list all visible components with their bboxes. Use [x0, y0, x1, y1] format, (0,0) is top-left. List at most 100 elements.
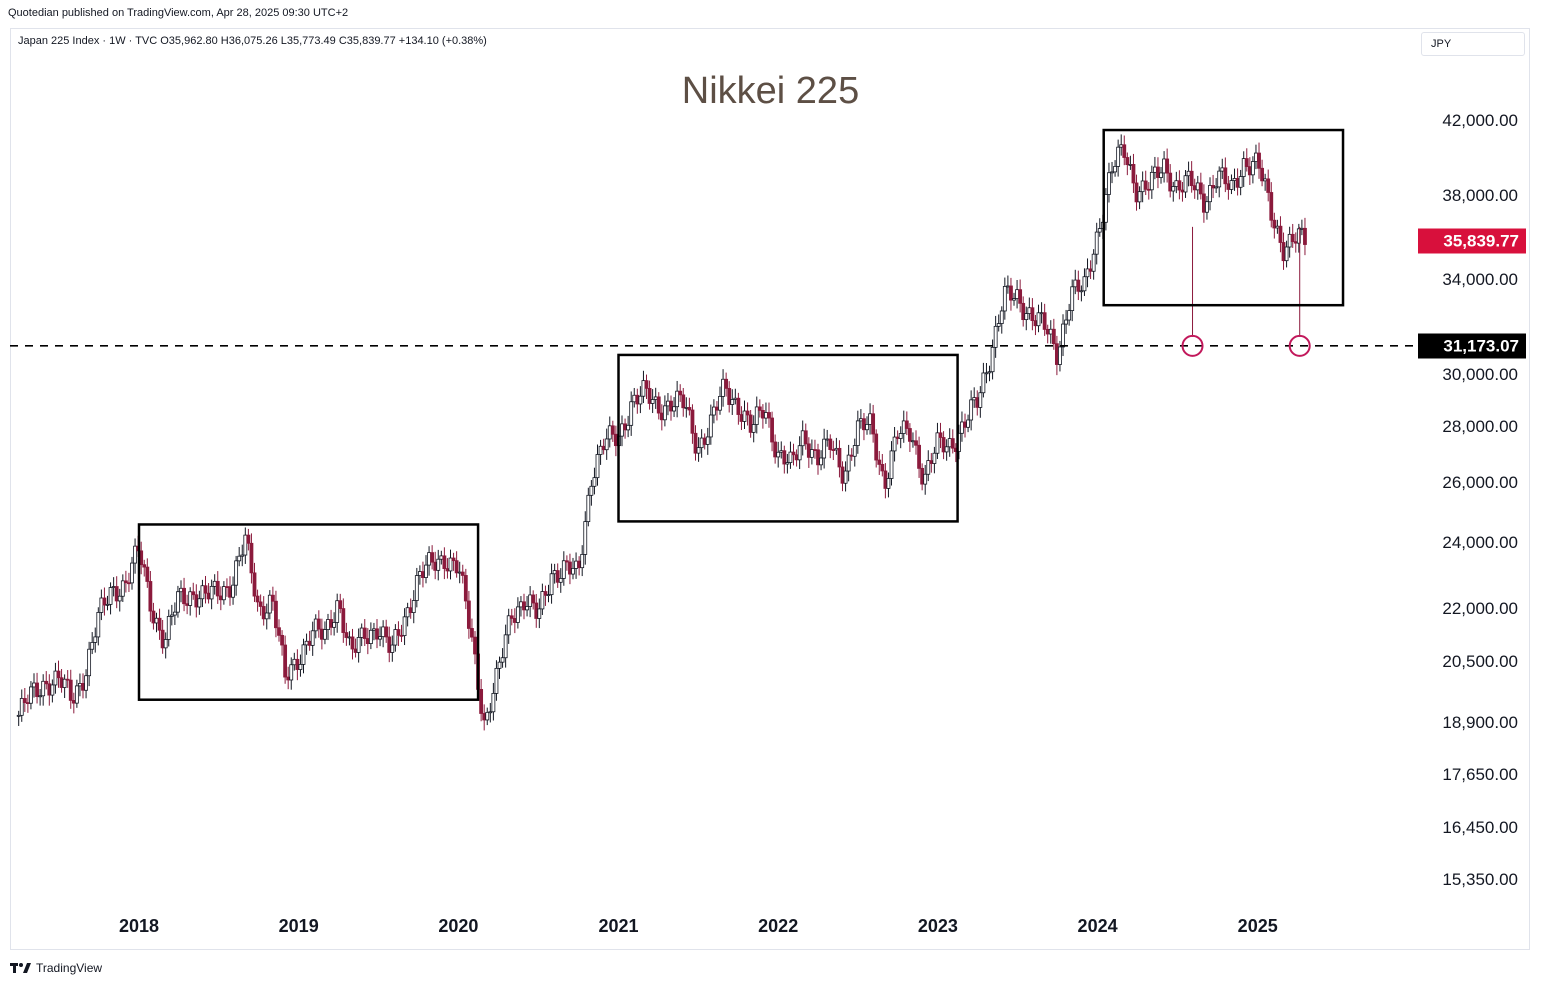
candle-body: [785, 462, 790, 465]
candle-body: [1217, 170, 1222, 188]
candle-body: [555, 570, 560, 583]
candle-body: [494, 667, 499, 694]
candle-body: [647, 387, 652, 404]
candle-body: [491, 693, 496, 713]
candle-body: [1266, 178, 1271, 193]
candle-body: [767, 412, 771, 419]
candle-body: [604, 438, 609, 451]
candle-body: [880, 464, 885, 472]
x-tick-label: 2018: [118, 916, 160, 936]
candle-body: [29, 686, 33, 704]
candle-body: [748, 414, 753, 433]
candle-body: [160, 629, 165, 649]
candle-body: [81, 683, 85, 691]
candle-body: [71, 700, 76, 704]
candle-body: [93, 636, 98, 643]
candle-body: [497, 661, 502, 669]
candle-body: [779, 450, 784, 453]
candle-body: [601, 445, 606, 451]
candle-body: [999, 310, 1004, 324]
candle-body: [644, 380, 649, 389]
candle-body: [914, 440, 918, 446]
candle-body: [365, 638, 370, 644]
candle-body: [120, 580, 125, 597]
candle-body: [711, 406, 716, 416]
candle-body: [904, 420, 909, 429]
candle-body: [414, 575, 419, 601]
candle-body: [932, 452, 937, 464]
candle-body: [923, 473, 928, 485]
candle-body: [696, 447, 701, 454]
candle-body: [877, 459, 882, 465]
candle-body: [182, 587, 186, 605]
candle-body: [1186, 170, 1191, 177]
x-tick-label: 2023: [917, 916, 958, 936]
candle-body: [387, 636, 392, 653]
candle-body: [834, 447, 839, 451]
candle-body: [662, 405, 667, 421]
candle-body: [99, 597, 104, 613]
y-tick-label: 26,000.00: [1442, 472, 1518, 492]
candle-body: [972, 397, 977, 401]
candle-body: [439, 555, 444, 560]
candle-body: [843, 470, 848, 484]
candle-body: [1159, 172, 1163, 178]
candle-body: [38, 695, 43, 698]
candle-body: [733, 397, 738, 400]
x-tick-label: 2019: [278, 916, 319, 936]
candle-body: [356, 637, 361, 653]
chart-frame[interactable]: [10, 28, 1530, 950]
candle-body: [41, 680, 46, 697]
candle-body: [84, 675, 88, 691]
candle-body: [347, 636, 352, 639]
candle-body: [816, 449, 820, 466]
candle-body: [22, 698, 27, 703]
candle-body: [451, 557, 456, 562]
candle-body: [1088, 268, 1093, 272]
candle-body: [1024, 313, 1029, 321]
tradingview-logo[interactable]: TradingView: [10, 961, 102, 975]
x-tick-label: 2022: [758, 916, 799, 936]
symbol-legend: Japan 225 Index · 1W · TVC O35,962.80 H3…: [18, 35, 487, 47]
candle-body: [1119, 144, 1124, 148]
candle-body: [326, 619, 330, 630]
candle-body: [1183, 175, 1188, 193]
candle-body: [592, 477, 597, 487]
candle-body: [350, 636, 355, 650]
candle-body: [249, 542, 254, 574]
candle-body: [421, 571, 425, 578]
candle-body: [1290, 233, 1295, 243]
currency-selector[interactable]: JPY: [1421, 32, 1525, 56]
candle-body: [264, 612, 269, 620]
candle-body: [47, 683, 52, 696]
candle-body: [1152, 166, 1157, 173]
candle-body: [74, 685, 79, 704]
candle-body: [105, 603, 110, 606]
range-box: [617, 353, 959, 523]
candle-body: [209, 585, 214, 600]
candle-body: [304, 640, 309, 646]
candle-body: [1048, 328, 1053, 335]
candle-body: [1113, 165, 1117, 173]
candle-body: [1226, 183, 1231, 190]
candle-body: [1005, 285, 1010, 288]
candle-body: [1171, 186, 1176, 192]
candle-body: [359, 627, 364, 638]
candle-body: [1180, 189, 1185, 193]
y-tick-label: 24,000.00: [1442, 533, 1518, 553]
candle-body: [708, 414, 713, 438]
chart-title: Nikkei 225: [681, 70, 860, 112]
candle-body: [987, 371, 992, 374]
candle-body: [1009, 285, 1013, 301]
candle-body: [344, 632, 349, 638]
candle-body: [179, 587, 183, 593]
candle-body: [944, 446, 949, 453]
candle-body: [993, 325, 998, 348]
candle-body: [191, 591, 196, 596]
candle-body: [1033, 320, 1038, 327]
candle-body: [1241, 158, 1246, 177]
candle-body: [607, 425, 612, 440]
candle-body: [800, 430, 805, 447]
candle-body: [938, 432, 943, 438]
